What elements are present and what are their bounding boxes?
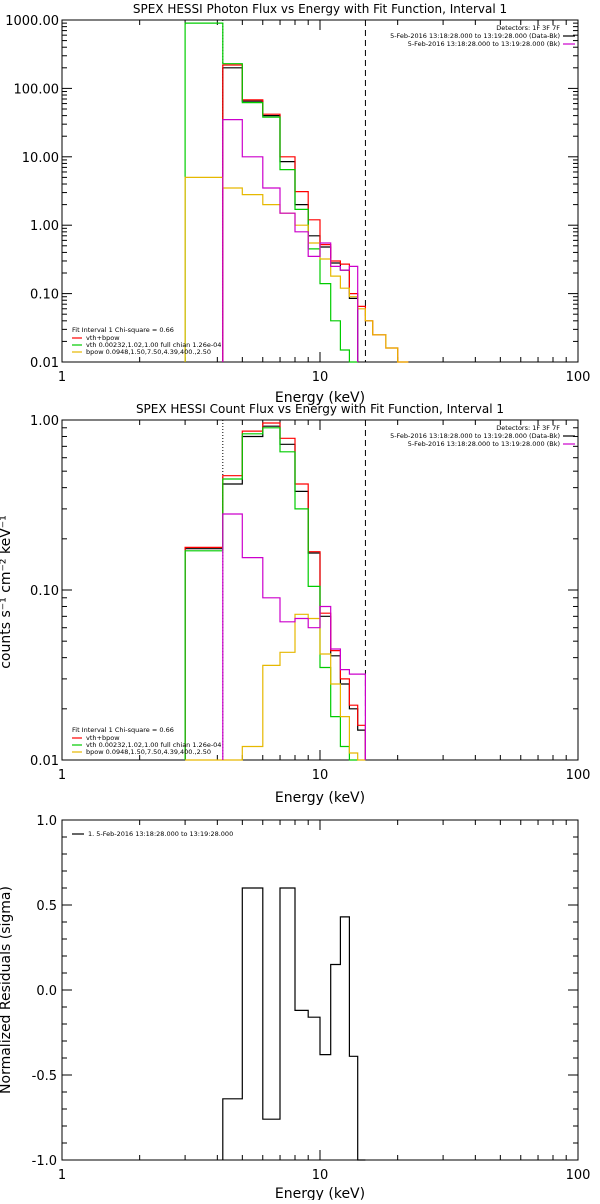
panel2-legend-detectors: Detectors: 1F 3F 7F — [496, 424, 560, 432]
panel1-legend-left: Fit Interval 1 Chi-square = 0.66 vth+bpo… — [72, 326, 221, 356]
panel-count-flux: SPEX HESSI Count Flux vs Energy with Fit… — [0, 402, 590, 806]
plot-frame-1 — [61, 19, 579, 363]
x-tick-label: 1 — [58, 768, 66, 783]
panel2-legend-left: Fit Interval 1 Chi-square = 0.66 vth+bpo… — [72, 726, 221, 756]
x-tick-label: 10 — [312, 370, 329, 385]
y-tick-label: -1.0 — [32, 1154, 57, 1169]
panel2-title: SPEX HESSI Count Flux vs Energy with Fit… — [136, 402, 504, 416]
y-tick-label: 1.0 — [36, 814, 57, 829]
x-tick-label: 100 — [566, 768, 591, 783]
series-2-5 — [222, 513, 366, 760]
panel3-legend-label: 1. 5-Feb-2016 13:18:28.000 to 13:19:28.0… — [88, 830, 233, 838]
series-1-3 — [184, 22, 358, 363]
panel1-xlabel: Energy (keV) — [275, 390, 365, 406]
panel2-legend-right: Detectors: 1F 3F 7F 5-Feb-2016 13:18:28.… — [390, 424, 575, 448]
y-tick-label: 1.00 — [30, 219, 59, 234]
x-tick-label: 10 — [312, 768, 329, 783]
plot-frame-3 — [61, 819, 579, 1161]
y-tick-label: 0.01 — [30, 754, 59, 769]
panel1-legend-fit: Fit Interval 1 Chi-square = 0.66 — [72, 326, 174, 334]
panel1-legend-right: Detectors: 1F 3F 7F 5-Feb-2016 13:18:28.… — [390, 24, 575, 48]
x-tick-label: 100 — [566, 1168, 591, 1183]
x-tick-label: 10 — [312, 1168, 329, 1183]
x-tick-label: 1 — [58, 1168, 66, 1183]
y-tick-label: 0.01 — [30, 356, 59, 371]
series-2-4 — [185, 613, 366, 761]
y-tick-label: 100.00 — [14, 82, 60, 97]
panel3-plot-area: 1 10 100 1.0 0.5 0.0 -0.5 -1.0 — [32, 814, 591, 1183]
panel2-legend-bk: 5-Feb-2016 13:18:28.000 to 13:19:28.000 … — [408, 440, 560, 448]
series-1-5 — [222, 119, 359, 362]
y-tick-label: 1.00 — [30, 414, 59, 429]
panel2-legend-total: vth+bpow — [86, 734, 120, 742]
series-1-2 — [222, 64, 409, 363]
panel1-plot-area: 1 10 100 1000.00 100.00 10.00 1.00 0.10 0.01 — [5, 14, 590, 385]
y-tick-label: 0.5 — [36, 899, 57, 914]
panel1-legend-vth: vth 0.00232,1.02,1.00 full chian 1.26e-0… — [86, 341, 221, 349]
panel3-xlabel: Energy (keV) — [275, 1186, 365, 1200]
panel1-legend-bpow: bpow 0.0948,1.50,7.50,4.39,400.,2.50 — [86, 348, 211, 356]
panel1-legend-bk: 5-Feb-2016 13:18:28.000 to 13:19:28.000 … — [408, 40, 560, 48]
panel1-legend-total: vth+bpow — [86, 334, 120, 342]
series-1-1 — [222, 67, 359, 362]
x-tick-label: 100 — [566, 370, 591, 385]
panel2-legend-vth: vth 0.00232,1.02,1.00 full chian 1.26e-0… — [86, 741, 221, 749]
panel1-legend-data-bk: 5-Feb-2016 13:18:28.000 to 13:19:28.000 … — [390, 32, 560, 40]
panel2-plot-area: 1 10 100 1.00 0.10 0.01 — [30, 414, 590, 783]
panel2-ylabel: counts s⁻¹ cm⁻² keV⁻¹ — [0, 515, 14, 669]
series-2-2 — [184, 422, 366, 760]
panel2-legend-bpow: bpow 0.0948,1.50,7.50,4.39,400.,2.50 — [86, 748, 211, 756]
y-tick-label: 0.10 — [30, 288, 59, 303]
y-tick-label: 0.10 — [30, 584, 59, 599]
panel3-ylabel: Normalized Residuals (sigma) — [0, 886, 14, 1094]
x-tick-label: 1 — [58, 370, 66, 385]
series-2-1 — [184, 425, 366, 760]
panel2-xlabel: Energy (keV) — [275, 790, 365, 806]
panel1-title: SPEX HESSI Photon Flux vs Energy with Fi… — [133, 2, 507, 16]
series-3-1 — [222, 887, 366, 1161]
series-2-3 — [184, 427, 358, 761]
y-tick-label: 0.0 — [36, 984, 57, 999]
panel2-legend-data-bk: 5-Feb-2016 13:18:28.000 to 13:19:28.000 … — [390, 432, 560, 440]
y-tick-label: -0.5 — [32, 1069, 57, 1084]
panel1-legend-detectors: Detectors: 1F 3F 7F — [496, 24, 560, 32]
panel3-legend: 1. 5-Feb-2016 13:18:28.000 to 13:19:28.0… — [72, 830, 233, 838]
y-tick-label: 10.00 — [22, 151, 59, 166]
panel-residuals: 1 10 100 1.0 0.5 0.0 -0.5 -1.0 Energy (keV) Nor… — [0, 814, 591, 1202]
panel2-legend-fit: Fit Interval 1 Chi-square = 0.66 — [72, 726, 174, 734]
y-tick-label: 1000.00 — [5, 14, 59, 29]
panel-photon-flux: SPEX HESSI Photon Flux vs Energy with Fi… — [5, 2, 590, 406]
